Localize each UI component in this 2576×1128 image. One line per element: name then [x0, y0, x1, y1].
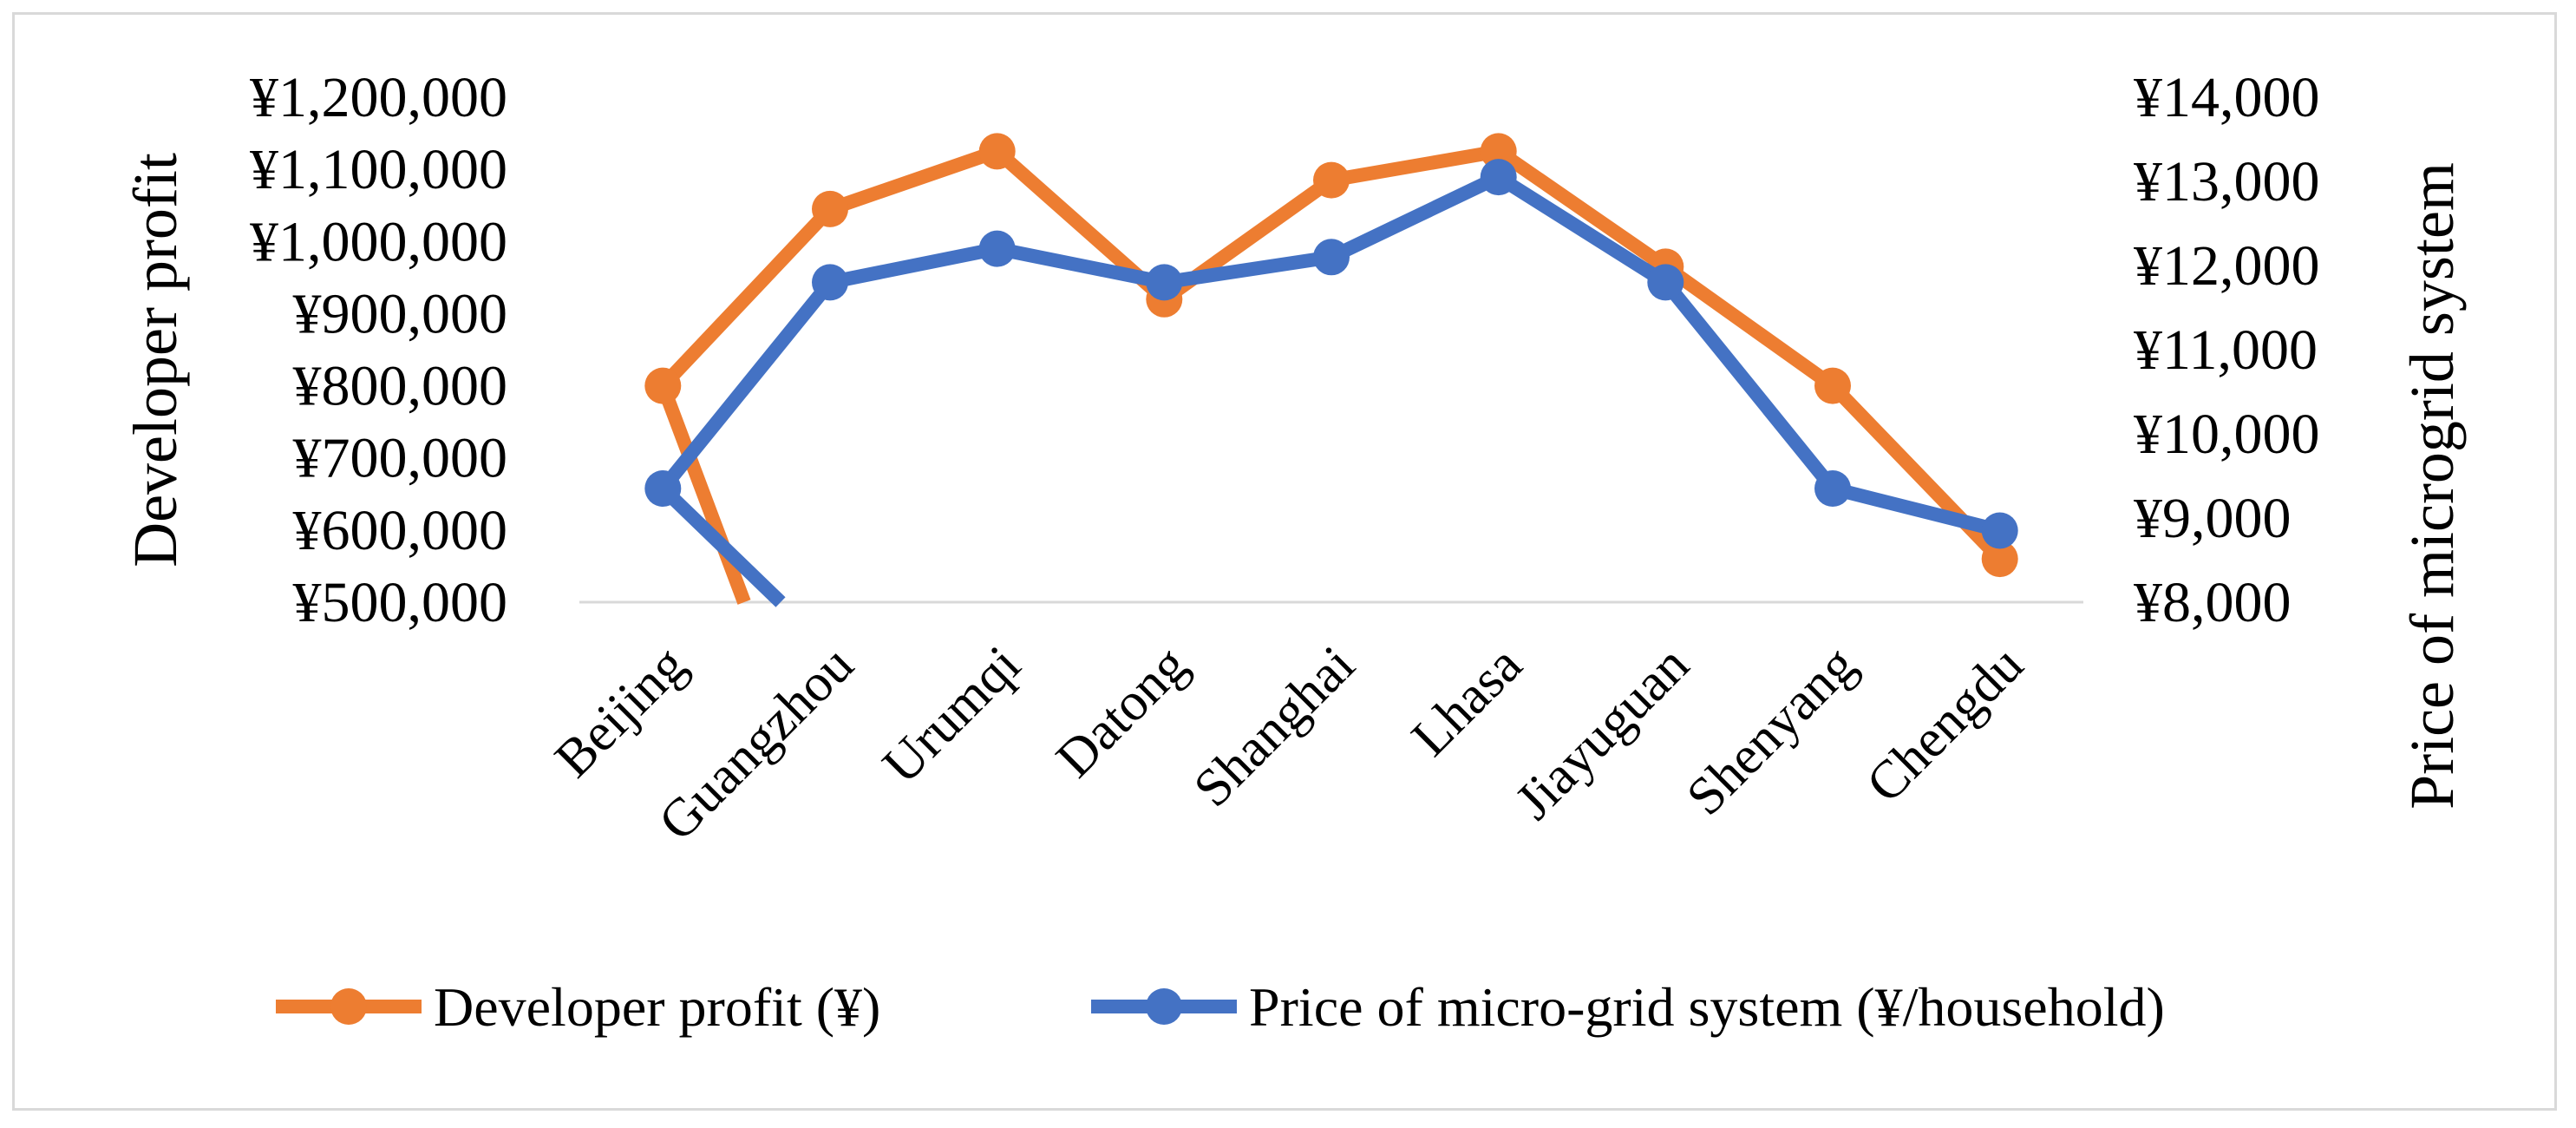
left-tick-label: ¥1,000,000	[250, 210, 507, 273]
left-tick-label: ¥900,000	[293, 282, 508, 345]
left-tick-label: ¥800,000	[293, 355, 508, 418]
data-point	[1146, 264, 1183, 301]
legend-label: Price of micro-grid system (¥/household)	[1249, 976, 2165, 1038]
left-tick-label: ¥1,200,000	[250, 66, 507, 129]
data-point	[1814, 470, 1851, 507]
data-point	[1981, 512, 2018, 549]
right-tick-label: ¥9,000	[2134, 487, 2292, 550]
chart-frame	[12, 12, 2557, 1111]
x-tick-label: Beijing	[544, 635, 697, 789]
right-tick-label: ¥13,000	[2134, 150, 2320, 213]
x-tick-label: Jiayuguan	[1504, 635, 1700, 831]
left-tick-label: ¥700,000	[293, 427, 508, 490]
data-point	[1647, 264, 1684, 301]
left-tick-label: ¥1,100,000	[250, 138, 507, 201]
data-point	[812, 190, 848, 227]
data-point	[1480, 159, 1517, 196]
left-tick-label: ¥500,000	[293, 571, 508, 634]
data-point	[1480, 133, 1517, 170]
right-tick-label: ¥12,000	[2134, 234, 2320, 298]
data-point	[1814, 367, 1851, 404]
legend-label: Developer profit (¥)	[434, 976, 880, 1038]
right-tick-label: ¥8,000	[2134, 571, 2292, 634]
left-tick-label: ¥600,000	[293, 499, 508, 562]
right-axis-title: Price of microgrid system	[2397, 162, 2467, 810]
right-tick-label: ¥10,000	[2134, 403, 2320, 466]
left-axis-title: Developer profit	[121, 153, 190, 567]
right-tick-label: ¥11,000	[2134, 318, 2318, 382]
data-point	[978, 230, 1016, 267]
series-line	[656, 170, 2002, 607]
legend-marker	[1146, 988, 1182, 1025]
data-point	[644, 367, 682, 404]
x-tick-label: Shenyang	[1676, 635, 1867, 827]
data-point	[1981, 541, 2018, 578]
x-tick-label: Chengdu	[1855, 635, 2034, 814]
legend-marker	[330, 988, 367, 1025]
x-tick-label: Shanghai	[1183, 635, 1366, 818]
x-tick-label: Lhasa	[1401, 635, 1533, 768]
data-point	[1313, 239, 1350, 276]
data-point	[644, 470, 682, 507]
x-tick-label: Datong	[1045, 635, 1199, 789]
data-point	[978, 133, 1016, 170]
right-tick-label: ¥14,000	[2134, 66, 2320, 129]
data-point	[812, 264, 848, 301]
data-point	[1313, 161, 1350, 199]
x-tick-label: Urumqi	[872, 635, 1031, 795]
series-line	[656, 144, 2005, 605]
